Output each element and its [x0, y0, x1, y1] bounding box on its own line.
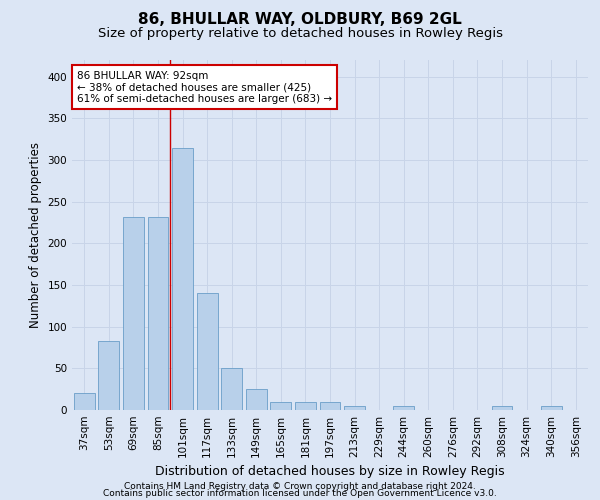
- X-axis label: Distribution of detached houses by size in Rowley Regis: Distribution of detached houses by size …: [155, 466, 505, 478]
- Text: Size of property relative to detached houses in Rowley Regis: Size of property relative to detached ho…: [97, 28, 503, 40]
- Text: Contains HM Land Registry data © Crown copyright and database right 2024.: Contains HM Land Registry data © Crown c…: [124, 482, 476, 491]
- Bar: [148, 216, 169, 410]
- Bar: [541, 406, 562, 410]
- Bar: [172, 148, 193, 410]
- Text: 86, BHULLAR WAY, OLDBURY, B69 2GL: 86, BHULLAR WAY, OLDBURY, B69 2GL: [138, 12, 462, 28]
- Bar: [271, 402, 292, 410]
- Bar: [320, 402, 340, 410]
- Text: Contains public sector information licensed under the Open Government Licence v3: Contains public sector information licen…: [103, 490, 497, 498]
- Bar: [98, 341, 119, 410]
- Bar: [221, 368, 242, 410]
- Bar: [197, 294, 218, 410]
- Y-axis label: Number of detached properties: Number of detached properties: [29, 142, 42, 328]
- Bar: [344, 406, 365, 410]
- Text: 86 BHULLAR WAY: 92sqm
← 38% of detached houses are smaller (425)
61% of semi-det: 86 BHULLAR WAY: 92sqm ← 38% of detached …: [77, 70, 332, 104]
- Bar: [123, 216, 144, 410]
- Bar: [74, 394, 95, 410]
- Bar: [246, 389, 267, 410]
- Bar: [491, 406, 512, 410]
- Bar: [393, 406, 414, 410]
- Bar: [295, 402, 316, 410]
